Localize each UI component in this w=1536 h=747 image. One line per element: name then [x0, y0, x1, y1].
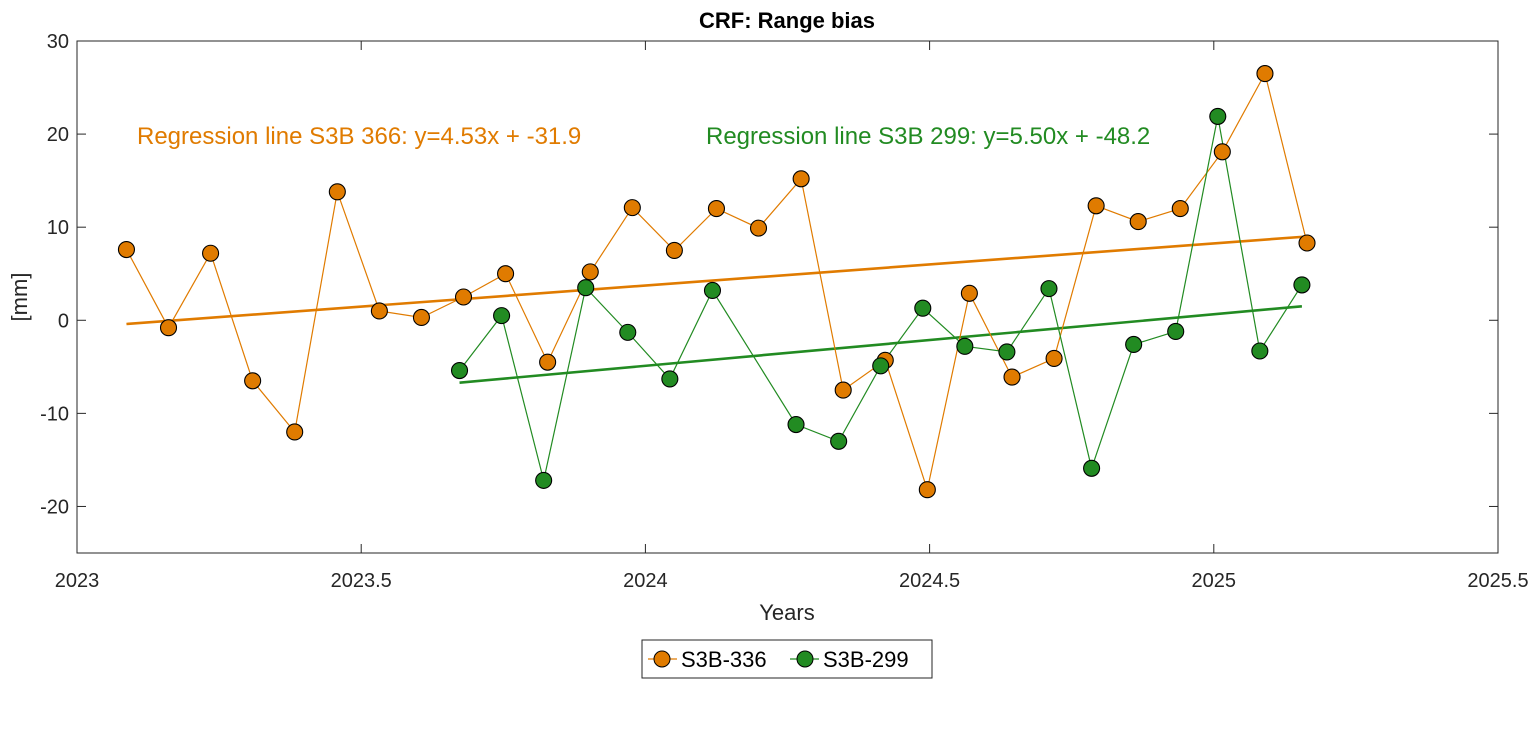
- data-point-s3b-336: [623, 199, 641, 217]
- y-tick-label: -20: [40, 496, 69, 518]
- x-tick-label: 2023.5: [331, 570, 392, 592]
- data-point-s3b-336: [581, 263, 599, 281]
- data-point-s3b-336: [244, 372, 262, 390]
- data-point-s3b-336: [792, 170, 810, 188]
- y-tick-label: 10: [47, 217, 69, 239]
- data-point-s3b-336: [412, 308, 431, 327]
- data-point-s3b-336: [370, 302, 388, 320]
- data-point-s3b-336: [286, 423, 304, 441]
- y-tick-label: 0: [58, 310, 69, 332]
- regression-label-s3b-366: Regression line S3B 366: y=4.53x + -31.9: [137, 123, 581, 150]
- y-axis-label: [mm]: [7, 273, 32, 322]
- data-point-s3b-299: [619, 323, 637, 341]
- data-point-s3b-336: [454, 288, 473, 306]
- legend-marker-s3b-299: [796, 650, 814, 668]
- x-tick-label: 2024.5: [899, 570, 960, 592]
- data-point-s3b-336: [497, 265, 515, 283]
- data-point-s3b-336: [1213, 143, 1231, 161]
- data-point-s3b-299: [872, 357, 890, 375]
- y-tick-label: 30: [47, 31, 69, 53]
- data-point-s3b-336: [665, 241, 683, 260]
- data-point-s3b-299: [830, 432, 848, 450]
- data-point-s3b-299: [1040, 280, 1058, 298]
- data-point-s3b-299: [535, 471, 553, 489]
- data-point-s3b-336: [1171, 200, 1189, 218]
- series-layer: [117, 65, 1316, 499]
- x-tick-label: 2023: [55, 570, 100, 592]
- data-point-s3b-336: [1256, 65, 1274, 83]
- data-point-s3b-336: [1298, 234, 1316, 252]
- data-point-s3b-336: [1003, 368, 1021, 386]
- data-point-s3b-336: [202, 244, 220, 262]
- data-point-s3b-299: [1083, 459, 1101, 477]
- regression-label-s3b-299: Regression line S3B 299: y=5.50x + -48.2: [706, 123, 1150, 150]
- data-point-s3b-336: [960, 284, 978, 302]
- data-point-s3b-299: [450, 361, 469, 380]
- data-point-s3b-336: [328, 183, 346, 201]
- x-tick-label: 2024: [623, 570, 668, 592]
- data-point-s3b-299: [1209, 107, 1227, 125]
- data-point-s3b-299: [703, 281, 722, 300]
- legend-label-s3b-299: S3B-299: [823, 647, 909, 672]
- data-point-s3b-299: [956, 337, 974, 355]
- data-point-s3b-299: [1293, 276, 1311, 294]
- data-point-s3b-299: [1167, 322, 1185, 340]
- data-point-s3b-299: [1125, 335, 1143, 354]
- regression-lines: [126, 235, 1308, 384]
- y-tick-label: -10: [40, 403, 69, 425]
- data-point-s3b-299: [998, 343, 1016, 361]
- data-point-s3b-336: [117, 240, 136, 259]
- chart-title: CRF: Range bias: [699, 8, 875, 33]
- data-point-s3b-336: [1129, 213, 1147, 231]
- data-point-s3b-336: [539, 353, 557, 371]
- legend-marker-s3b-336: [653, 650, 671, 668]
- plot-area: [77, 41, 1498, 553]
- legend-box: [641, 639, 933, 679]
- regression-line-regression-line-s3b-366: [126, 235, 1308, 326]
- data-point-s3b-299: [914, 299, 932, 317]
- data-point-s3b-299: [577, 279, 595, 297]
- data-point-s3b-336: [1087, 197, 1105, 215]
- data-point-s3b-336: [1045, 349, 1063, 367]
- data-point-s3b-336: [918, 481, 936, 499]
- legend[interactable]: S3B-336 S3B-299: [641, 639, 933, 679]
- data-point-s3b-299: [661, 370, 679, 388]
- data-point-s3b-336: [159, 319, 178, 337]
- data-point-s3b-336: [707, 200, 726, 218]
- data-point-s3b-299: [1251, 342, 1269, 360]
- regression-line-regression-line-s3b-299: [459, 305, 1303, 384]
- plot-frame: [76, 40, 1499, 554]
- data-point-s3b-336: [834, 381, 852, 399]
- data-point-s3b-299: [493, 307, 511, 325]
- axis-ticks: 2023 2023.5 2024 2024.5 2025 2025.5 -20 -10 0 10 2…: [40, 31, 1528, 592]
- x-axis-label: Years: [759, 600, 814, 625]
- legend-label-s3b-336: S3B-336: [681, 647, 767, 672]
- x-tick-label: 2025: [1192, 570, 1237, 592]
- x-tick-label: 2025.5: [1467, 570, 1528, 592]
- y-tick-label: 20: [47, 124, 69, 146]
- data-point-s3b-299: [787, 415, 805, 434]
- data-point-s3b-336: [749, 219, 768, 237]
